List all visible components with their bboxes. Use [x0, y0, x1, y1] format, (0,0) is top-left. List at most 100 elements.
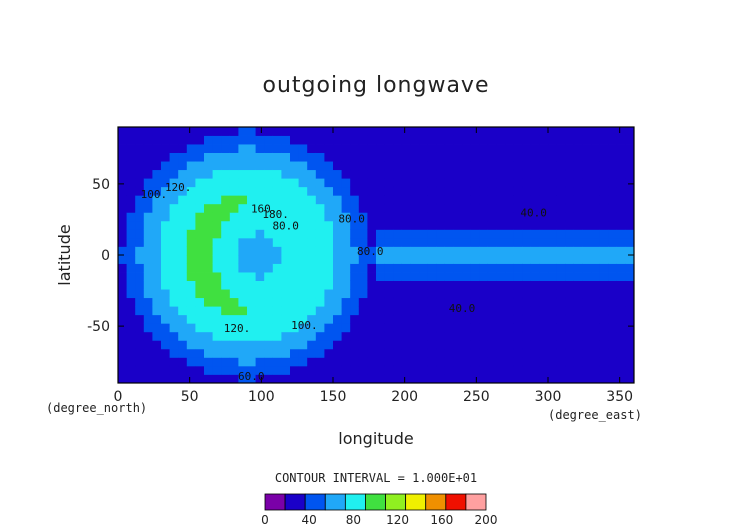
field-cell — [393, 323, 403, 333]
field-cell — [333, 195, 342, 205]
field-cell — [281, 357, 291, 367]
field-cell — [436, 246, 446, 256]
field-cell — [221, 323, 231, 333]
field-cell — [272, 203, 282, 213]
field-cell — [298, 331, 308, 341]
field-cell — [582, 152, 592, 162]
field-cell — [135, 331, 145, 341]
field-cell — [462, 212, 471, 222]
field-cell — [229, 135, 239, 145]
field-cell — [272, 152, 282, 162]
field-cell — [135, 161, 145, 171]
field-cell — [169, 263, 179, 273]
field-cell — [384, 374, 394, 383]
field-cell — [367, 237, 377, 247]
field-cell — [315, 374, 325, 383]
field-cell — [212, 195, 222, 205]
field-cell — [204, 195, 213, 205]
field-cell — [135, 323, 145, 333]
field-cell — [143, 272, 153, 281]
field-cell — [118, 220, 127, 230]
field-cell — [143, 323, 153, 333]
field-cell — [479, 195, 489, 205]
field-cell — [401, 263, 411, 273]
field-cell — [591, 186, 600, 196]
field-cell — [539, 220, 549, 230]
x-axis-title: longitude — [338, 429, 413, 448]
field-cell — [315, 203, 325, 213]
field-cell — [135, 340, 145, 350]
field-cell — [272, 212, 282, 222]
field-cell — [479, 186, 489, 196]
field-cell — [178, 331, 188, 341]
field-cell — [307, 314, 317, 324]
field-cell — [573, 348, 583, 358]
colorbar-swatch — [304, 493, 326, 511]
field-cell — [599, 152, 609, 162]
field-cell — [204, 169, 213, 179]
field-cell — [401, 169, 411, 179]
field-cell — [470, 195, 480, 205]
field-cell — [255, 178, 265, 188]
field-cell — [247, 237, 256, 247]
field-cell — [419, 220, 428, 230]
field-cell — [582, 212, 592, 222]
field-cell — [410, 220, 420, 230]
field-cell — [333, 365, 342, 375]
contour-value-label: 120. — [224, 322, 251, 335]
field-cell — [625, 178, 634, 188]
field-cell — [496, 169, 506, 179]
field-cell — [290, 340, 299, 350]
field-cell — [229, 306, 239, 316]
field-cell — [539, 152, 549, 162]
field-cell — [410, 331, 420, 341]
field-cell — [204, 340, 213, 350]
field-cell — [247, 323, 256, 333]
field-cell — [212, 135, 222, 145]
field-cell — [530, 306, 540, 316]
field-cell — [470, 331, 480, 341]
field-cell — [315, 323, 325, 333]
field-cell — [161, 263, 170, 273]
field-cell — [307, 195, 317, 205]
field-cell — [367, 340, 377, 350]
field-cell — [367, 186, 377, 196]
field-cell — [229, 178, 239, 188]
field-cell — [324, 203, 334, 213]
field-cell — [487, 331, 497, 341]
field-cell — [608, 220, 618, 230]
field-cell — [496, 152, 506, 162]
field-cell — [255, 229, 265, 239]
field-cell — [599, 195, 609, 205]
field-cell — [427, 186, 437, 196]
field-cell — [333, 152, 342, 162]
field-cell — [427, 246, 437, 256]
field-cell — [444, 246, 454, 256]
field-cell — [616, 297, 626, 307]
field-cell — [281, 272, 291, 281]
field-cell — [350, 144, 360, 153]
field-cell — [221, 178, 231, 188]
field-cell — [350, 169, 360, 179]
field-cell — [186, 314, 196, 324]
colorbar-tick-label: 160 — [430, 513, 453, 527]
field-cell — [264, 263, 274, 273]
field-cell — [272, 144, 282, 153]
field-cell — [350, 237, 360, 247]
colorbar-swatch — [465, 493, 487, 511]
field-cell — [118, 374, 127, 383]
field-cell — [539, 348, 549, 358]
field-cell — [221, 237, 231, 247]
field-cell — [324, 152, 334, 162]
field-cell — [118, 255, 127, 264]
field-cell — [539, 331, 549, 341]
field-cell — [582, 195, 592, 205]
field-cell — [143, 331, 153, 341]
field-cell — [608, 374, 618, 383]
field-cell — [505, 195, 514, 205]
field-cell — [350, 229, 360, 239]
field-cell — [272, 263, 282, 273]
field-cell — [530, 127, 540, 136]
field-cell — [272, 127, 282, 136]
contour-value-label: 80.0 — [357, 245, 384, 258]
